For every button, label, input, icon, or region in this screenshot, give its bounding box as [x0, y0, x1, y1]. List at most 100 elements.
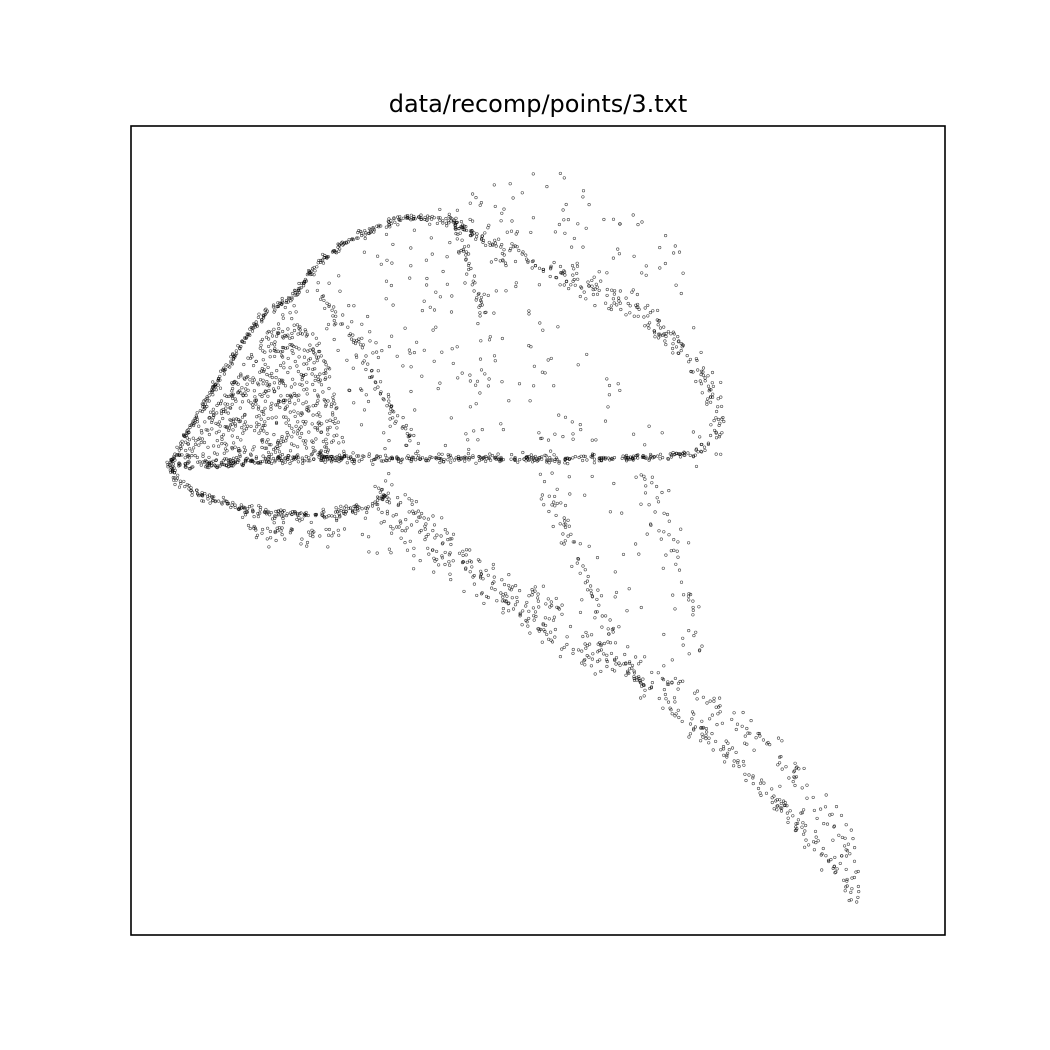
- scatter-point: [793, 829, 797, 833]
- scatter-point: [732, 759, 736, 763]
- scatter-point: [454, 232, 458, 236]
- scatter-point: [688, 722, 693, 726]
- scatter-point: [383, 453, 388, 457]
- scatter-point: [714, 416, 718, 420]
- scatter-point: [253, 429, 257, 433]
- scatter-point: [276, 455, 280, 459]
- scatter-point: [489, 458, 493, 462]
- scatter-point: [676, 335, 680, 339]
- scatter-point: [575, 264, 580, 268]
- scatter-point: [464, 253, 468, 257]
- scatter-point: [605, 659, 609, 664]
- scatter-point: [289, 385, 293, 389]
- scatter-point: [443, 528, 447, 532]
- scatter-point: [589, 455, 593, 459]
- scatter-point: [303, 442, 307, 446]
- scatter-point: [677, 568, 682, 572]
- scatter-point: [387, 439, 391, 443]
- scatter-point: [302, 388, 306, 392]
- scatter-point: [299, 425, 303, 429]
- scatter-point: [338, 289, 342, 293]
- scatter-point: [573, 455, 577, 459]
- scatter-point: [507, 573, 511, 577]
- scatter-point: [385, 509, 389, 513]
- scatter-point: [718, 421, 722, 425]
- scatter-point: [274, 538, 278, 543]
- scatter-point: [438, 216, 442, 220]
- scatter-point: [217, 499, 221, 503]
- scatter-point: [320, 458, 324, 462]
- scatter-point: [511, 607, 516, 611]
- scatter-point: [416, 449, 420, 453]
- scatter-point: [281, 439, 285, 443]
- scatter-point: [626, 301, 630, 306]
- scatter-point: [487, 338, 492, 342]
- scatter-point: [555, 487, 559, 491]
- scatter-point: [210, 418, 214, 422]
- scatter-point: [411, 217, 415, 221]
- scatter-point: [539, 497, 543, 501]
- scatter-point: [248, 378, 252, 382]
- scatter-point: [432, 308, 437, 312]
- scatter-point: [555, 457, 559, 461]
- scatter-point: [472, 274, 477, 278]
- scatter-point: [823, 805, 828, 809]
- scatter-point: [665, 682, 670, 686]
- scatter-point: [640, 220, 644, 224]
- scatter-point: [618, 388, 622, 392]
- chart-title: data/recomp/points/3.txt: [389, 90, 688, 118]
- scatter-point: [662, 688, 666, 692]
- scatter-point: [203, 458, 207, 462]
- scatter-point: [270, 461, 274, 465]
- scatter-point: [327, 527, 331, 532]
- scatter-point: [285, 393, 289, 398]
- scatter-point: [367, 550, 371, 554]
- scatter-point: [524, 618, 528, 623]
- scatter-point: [596, 659, 600, 664]
- scatter-point: [396, 223, 400, 227]
- scatter-point: [571, 456, 575, 460]
- scatter-point: [604, 614, 608, 618]
- scatter-point: [277, 450, 282, 454]
- scatter-point: [375, 551, 379, 555]
- scatter-point: [208, 501, 212, 505]
- scatter-point: [324, 376, 328, 380]
- scatter-point: [504, 592, 508, 596]
- scatter-point: [293, 359, 297, 364]
- scatter-point: [691, 454, 695, 458]
- scatter-point: [518, 458, 522, 462]
- scatter-point: [617, 625, 621, 629]
- scatter-point: [224, 363, 228, 367]
- scatter-point: [204, 428, 208, 432]
- scatter-point: [655, 484, 659, 489]
- scatter-point: [617, 661, 621, 665]
- scatter-point: [292, 443, 296, 447]
- scatter-point: [484, 243, 488, 247]
- scatter-point: [176, 473, 180, 477]
- scatter-point: [304, 439, 308, 443]
- scatter-point: [531, 216, 535, 220]
- scatter-point: [502, 248, 506, 252]
- scatter-point: [304, 446, 309, 450]
- scatter-point: [449, 542, 453, 547]
- scatter-point: [779, 806, 783, 810]
- scatter-point: [461, 553, 465, 557]
- scatter-point: [423, 538, 427, 542]
- scatter-point: [590, 474, 594, 478]
- scatter-point: [267, 545, 271, 549]
- scatter-point: [714, 430, 718, 434]
- scatter-point: [443, 550, 447, 554]
- scatter-point: [171, 476, 175, 480]
- scatter-point: [562, 269, 566, 273]
- scatter-point: [240, 400, 245, 404]
- scatter-point: [274, 376, 278, 380]
- scatter-point: [712, 699, 716, 703]
- scatter-point: [404, 423, 408, 428]
- scatter-point: [224, 463, 229, 467]
- scatter-point: [682, 450, 686, 454]
- scatter-point: [396, 459, 401, 463]
- scatter-point: [360, 322, 364, 326]
- scatter-point: [296, 453, 300, 457]
- scatter-point: [666, 457, 670, 461]
- scatter-point: [205, 396, 209, 401]
